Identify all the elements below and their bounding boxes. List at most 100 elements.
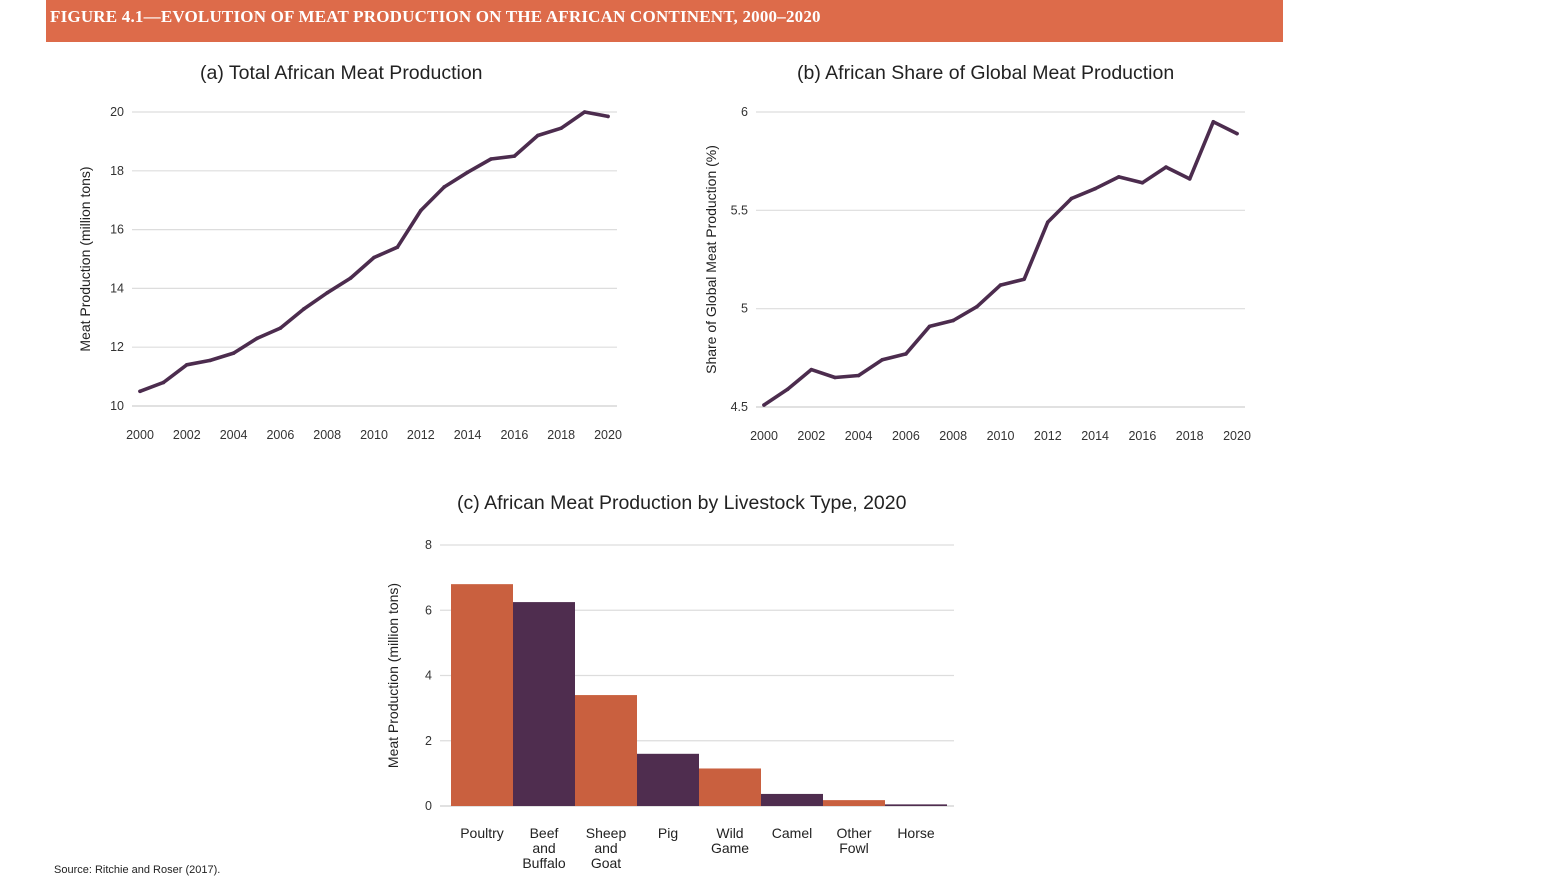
chart-b-data-point (833, 375, 837, 380)
chart-c-y-tick-label: 8 (425, 538, 432, 552)
chart-a-data-point (138, 389, 142, 394)
chart-b-x-tick-label: 2012 (1034, 429, 1062, 443)
chart-c-bar (823, 800, 885, 806)
chart-c-category-label: Sheep (586, 825, 627, 841)
chart-a-x-tick-label: 2016 (500, 428, 528, 442)
chart-b-x-tick-label: 2006 (892, 429, 920, 443)
chart-a-y-tick-label: 18 (110, 164, 124, 178)
chart-b-x-tick-label: 2018 (1176, 429, 1204, 443)
chart-a-series-line (138, 110, 610, 394)
chart-b-data-point (1140, 181, 1145, 185)
chart-b-data-point (880, 358, 885, 362)
chart-b-data-point (927, 324, 932, 329)
chart-c-y-axis-label: Meat Production (million tons) (385, 583, 401, 768)
chart-a-data-point (208, 358, 212, 363)
chart-b-data-point (785, 387, 790, 392)
chart-c-category-label: Wild (716, 825, 743, 841)
chart-b-data-point (1046, 220, 1050, 224)
chart-b-y-tick-label: 4.5 (731, 400, 748, 414)
chart-a-x-tick-label: 2008 (313, 428, 341, 442)
chart-c-y-tick-label: 6 (425, 603, 432, 617)
chart-c-bar (885, 804, 947, 806)
chart-c-category-label: Beef (530, 825, 559, 841)
chart-a-data-point (465, 170, 470, 175)
chart-c-category-label: and (594, 840, 617, 856)
chart-b-data-point (762, 403, 766, 407)
chart-a-x-tick-label: 2014 (454, 428, 482, 442)
chart-a-data-point (419, 208, 423, 213)
chart-a-x-tick-label: 2000 (126, 428, 154, 442)
chart-a-data-point (231, 351, 236, 355)
chart-a-data-point (536, 133, 540, 138)
chart-c-y-tick-label: 0 (425, 799, 432, 813)
chart-b-x-tick-label: 2002 (797, 429, 825, 443)
chart-a-data-point (582, 110, 587, 114)
chart-a-data-point (559, 126, 563, 130)
chart-a-x-tick-label: 2012 (407, 428, 435, 442)
chart-b-data-point (975, 304, 979, 309)
chart-a-data-point (161, 380, 166, 385)
chart-a-data-point (255, 336, 259, 341)
chart-a-x-tick-label: 2018 (547, 428, 575, 442)
chart-b-y-tick-label: 5 (741, 302, 748, 316)
chart-c-category-label: Other (836, 825, 871, 841)
chart-a-data-point (512, 154, 517, 158)
figure-title: FIGURE 4.1—EVOLUTION OF MEAT PRODUCTION … (50, 7, 821, 26)
chart-c-category-label: Fowl (839, 840, 869, 856)
chart-a-title: (a) Total African Meat Production (200, 62, 483, 84)
chart-b-data-point (1187, 177, 1192, 181)
chart-b-x-tick-label: 2000 (750, 429, 778, 443)
figure-banner: FIGURE 4.1—EVOLUTION OF MEAT PRODUCTION … (46, 0, 1283, 42)
chart-b-y-tick-label: 6 (741, 105, 748, 119)
chart-b-data-point (809, 367, 814, 372)
chart-a-data-point (278, 326, 283, 330)
chart-b-y-tick-label: 5.5 (731, 203, 748, 217)
chart-c-category-label: Horse (897, 825, 935, 841)
chart-a-y-tick-label: 10 (110, 399, 124, 413)
chart-c-y-tick-label: 4 (425, 669, 432, 683)
chart-a-data-point (606, 114, 610, 119)
chart-b-x-tick-label: 2004 (845, 429, 873, 443)
chart-a-y-tick-label: 16 (110, 223, 124, 237)
chart-b-data-point (1069, 196, 1074, 201)
chart-c-category-label: Poultry (460, 825, 504, 841)
chart-a-data-point (489, 157, 493, 161)
chart-c-bar (575, 695, 637, 806)
chart-c-category-label: Goat (591, 855, 621, 871)
chart-b-data-point (1022, 277, 1026, 281)
chart-b-x-tick-label: 2010 (987, 429, 1015, 443)
chart-c-category-label: Pig (658, 825, 678, 841)
chart-c-category-label: Game (711, 840, 749, 856)
chart-b-data-point (1235, 131, 1239, 136)
chart-a-x-tick-label: 2006 (266, 428, 294, 442)
chart-a-data-point (348, 276, 353, 280)
chart-b-data-point (1093, 186, 1097, 191)
chart-c-category-label: Buffalo (522, 855, 566, 871)
chart-a-x-tick-label: 2004 (220, 428, 248, 442)
chart-b-x-tick-label: 2008 (939, 429, 967, 443)
chart-c-bar (513, 602, 575, 806)
chart-a-y-tick-label: 20 (110, 105, 124, 119)
chart-a-data-point (442, 185, 447, 189)
chart-b-y-axis-label: Share of Global Meat Production (%) (703, 145, 719, 374)
chart-a-data-point (395, 245, 400, 250)
chart-b-data-point (1164, 165, 1168, 169)
chart-c-bar (761, 793, 823, 806)
chart-b-data-point (1211, 120, 1216, 124)
chart-b-x-tick-label: 2016 (1128, 429, 1156, 443)
chart-b-data-point (951, 318, 955, 323)
chart-a-x-tick-label: 2020 (594, 428, 622, 442)
chart-c-bar (451, 584, 513, 806)
chart-a-data-point (372, 255, 376, 260)
chart-b-data-point (904, 352, 908, 356)
chart-b-data-point (1116, 175, 1121, 179)
chart-a-x-tick-label: 2002 (173, 428, 201, 442)
chart-c-category-label: and (532, 840, 555, 856)
chart-b-x-tick-label: 2014 (1081, 429, 1109, 443)
chart-a-x-tick-label: 2010 (360, 428, 388, 442)
chart-a-data-point (302, 307, 306, 311)
chart-a-data-point (185, 363, 189, 367)
chart-b-data-point (856, 373, 861, 378)
chart-b-title: (b) African Share of Global Meat Product… (797, 62, 1175, 84)
